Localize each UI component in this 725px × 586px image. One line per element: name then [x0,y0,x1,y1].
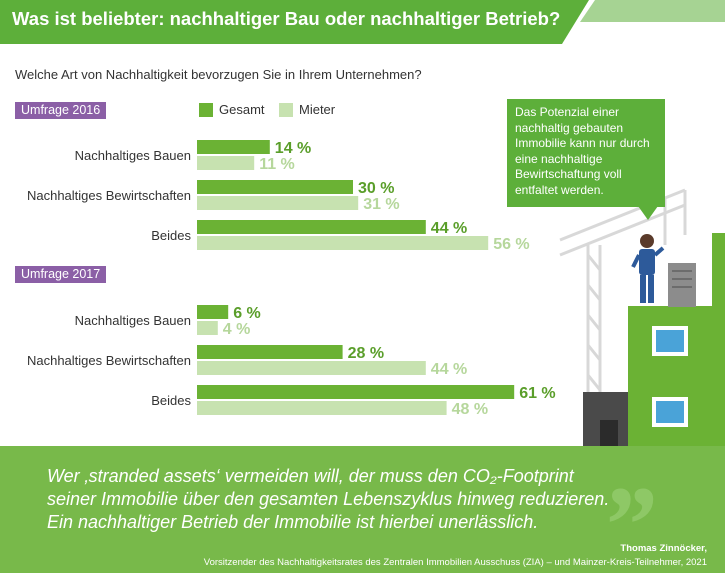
speech-bubble: Das Potenzial einer nachhaltig gebauten … [507,99,665,207]
page-title: Was ist beliebter: nachhaltiger Bau oder… [12,8,561,29]
header-shape [0,0,725,44]
bar-2016-1-gesamt [197,180,353,194]
quote-line-3: Ein nachhaltiger Betrieb der Immobilie i… [47,512,539,532]
bar-label-2017-1-mieter: 44 % [431,361,467,378]
category-label-2016-bewirtschaften: Nachhaltiges Bewirtschaften [26,188,191,203]
bar-label-2017-2-mieter: 48 % [452,401,488,418]
bar-2016-2-gesamt [197,220,426,234]
bar-chart: 14 %11 % 30 %31 % 44 % 56 % 6 %4 % 28 % 44 % 61… [197,140,556,418]
header-banner: Was ist beliebter: nachhaltiger Bau oder… [0,0,725,44]
bar-2017-0-gesamt [197,305,229,319]
category-label-2016-beides: Beides [151,228,191,243]
survey-badge-2016: Umfrage 2016 [15,102,107,119]
legend-swatch-gesamt [199,103,213,117]
quote-marks-icon: ” [600,464,655,586]
quote-box [0,446,725,573]
bar-label-2017-0-gesamt: 6 % [233,305,261,322]
category-label-2017-beides: Beides [151,393,191,408]
bar-label-2017-0-mieter: 4 % [223,321,251,338]
bar-label-2016-1-mieter: 31 % [363,196,399,213]
legend-label-mieter: Mieter [299,102,336,117]
legend-label-gesamt: Gesamt [219,102,265,117]
quote-author-role: Vorsitzender des Nachhaltigkeitsrates de… [203,557,707,568]
bar-label-2016-2-mieter: 56 % [493,236,529,253]
bar-2017-1-mieter [197,361,426,375]
bar-2017-0-mieter [197,321,218,335]
bar-2016-2-mieter [197,236,489,250]
bar-label-2016-0-mieter: 11 % [259,156,295,173]
bar-2017-2-gesamt [197,385,515,399]
bar-2016-0-mieter [197,156,255,170]
bar-label-2016-1-gesamt: 30 % [358,180,394,197]
bar-2016-1-mieter [197,196,359,210]
survey-badge-2017: Umfrage 2017 [15,266,107,283]
survey-question: Welche Art von Nachhaltigkeit bevorzugen… [15,67,422,82]
quote-line-2: seiner Immobilie über den gesamten Leben… [47,489,610,509]
legend-swatch-mieter [279,103,293,117]
bar-2017-2-mieter [197,401,447,415]
quote-line-1: Wer ‚stranded assets‘ vermeiden will, de… [47,466,574,486]
bar-2016-0-gesamt [197,140,270,154]
speech-bubble-tail [638,206,658,220]
category-label-2017-bewirtschaften: Nachhaltiges Bewirtschaften [26,353,191,368]
category-label-2017-bauen: Nachhaltiges Bauen [74,313,191,328]
bar-label-2016-2-gesamt: 44 % [431,220,467,237]
bar-2017-1-gesamt [197,345,343,359]
quote-author: Thomas Zinnöcker, [620,543,707,554]
category-label-2016-bauen: Nachhaltiges Bauen [74,148,191,163]
bar-label-2017-1-gesamt: 28 % [348,345,384,362]
bar-label-2016-0-gesamt: 14 % [275,140,311,157]
bar-label-2017-2-gesamt: 61 % [519,385,555,402]
worker-icon [631,234,665,303]
